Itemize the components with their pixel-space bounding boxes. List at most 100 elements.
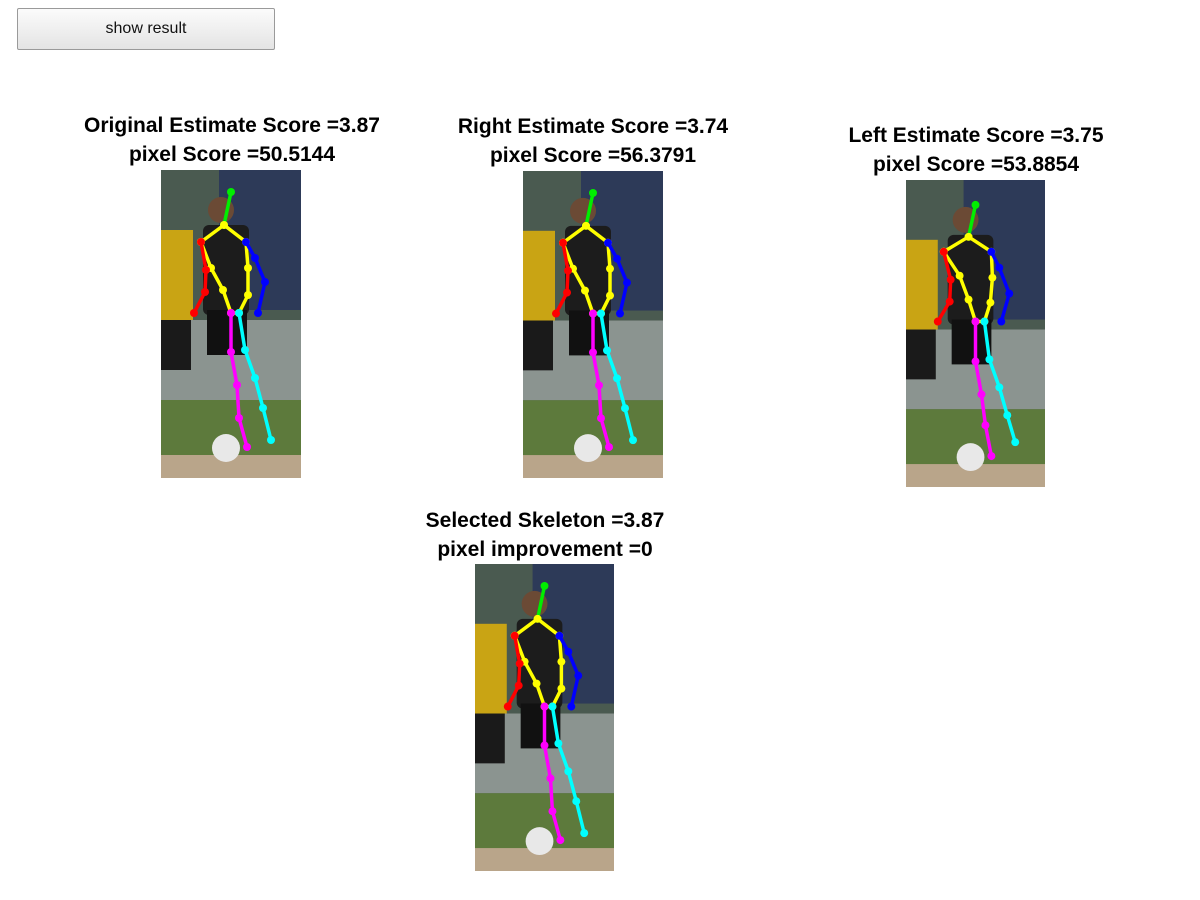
selected-skeleton-title: Selected Skeleton =3.87 [425,509,665,532]
skeleton-rarm [989,250,1011,324]
skeleton-joint [201,288,209,296]
skeleton-joint [971,317,980,326]
player-torso [203,225,249,315]
skeleton-joint [595,381,603,390]
skeleton-joint [555,631,564,640]
skeleton-joint [1011,438,1020,447]
skeleton-joint [515,659,524,668]
skeleton-head [966,203,978,239]
skeleton-larm [192,240,208,315]
skeleton-joint [995,383,1004,392]
skeleton-joint [606,291,614,300]
skeleton-joint [241,346,249,354]
skeleton-joint [581,286,589,295]
skeleton-joint [621,404,629,413]
skeleton-joint [1003,411,1012,420]
skeleton-joint [244,264,252,272]
skeleton-joint [964,295,973,304]
skeleton-joint [557,657,566,666]
skeleton-joint [503,702,512,711]
skeleton-torso [199,223,250,315]
skeleton-larm [554,241,570,316]
skeleton-joint [244,291,252,299]
bystander-shorts [906,329,936,380]
skeleton-joint [589,309,597,318]
panel-original: Original Estimate Score =3.87 pixel Scor… [61,111,403,169]
selected-pixel-improvement: pixel improvement =0 [437,538,653,561]
bystander-shorts [523,320,553,371]
skeleton-joint [955,271,964,280]
skeleton-joint [556,836,565,845]
skeleton-joint [235,414,243,422]
panel-left: Left Estimate Score =3.75 pixel Score =5… [806,121,1146,179]
skeleton-joint [980,317,989,326]
skeleton-joint [564,266,572,275]
skeleton-joint [589,188,597,197]
ground-area [161,455,301,478]
skeleton-joint [945,297,954,306]
skeleton-joint [613,254,621,263]
skeleton-joint [227,309,235,317]
panel-right: Right Estimate Score =3.74 pixel Score =… [423,112,763,170]
left-score-title: Left Estimate Score =3.75 [848,124,1104,147]
skeleton-joint [572,797,581,806]
skeleton-head [535,584,547,621]
skeleton-joint [971,357,980,366]
skeleton-rarm [557,634,580,709]
bystander-shorts [475,713,505,764]
skeleton-joint [219,286,227,294]
skeleton-rarm [606,241,629,316]
right-score-title: Right Estimate Score =3.74 [457,115,729,138]
skeleton-joint [540,741,549,750]
skeleton-torso [561,224,612,316]
skeleton-joint [629,436,637,445]
original-pixel-score: pixel Score =50.5144 [128,143,336,166]
bystander-jersey [906,239,938,330]
ground-area [906,464,1045,487]
skeleton-joint [964,232,973,241]
skeleton-joint [597,309,605,318]
skeleton-joint [227,348,235,356]
bystander-jersey [475,623,507,714]
skeleton-joint [557,684,566,693]
soccer-ball [956,443,985,472]
skeleton-joint [987,452,996,461]
skeleton-joint [971,200,980,209]
skeleton-joint [933,317,942,326]
skeleton-joint [548,702,557,711]
soccer-ball [212,434,240,462]
left-skeleton-image [906,180,1045,487]
skeleton-joint [564,767,573,776]
skeleton-joint [589,348,597,357]
skeleton-joint [548,807,557,816]
skeleton-joint [616,309,624,318]
skeleton-joint [613,374,621,383]
skeleton-joint [939,247,948,256]
selected-skeleton-image [475,564,614,871]
skeleton-joint [559,238,567,247]
original-score-title: Original Estimate Score =3.87 [84,114,380,137]
original-skeleton-image [161,170,301,478]
soccer-ball [525,827,554,856]
skeleton-rarm [244,240,267,315]
skeleton-joint [987,247,996,256]
skeleton-joint [606,264,614,273]
skeleton-head [222,190,233,227]
skeleton-joint [197,238,205,246]
skeleton-joint [540,702,549,711]
skeleton-joint [251,374,259,382]
skeleton-joint [563,288,571,297]
skeleton-joint [946,275,955,284]
skeleton-joint [227,188,235,196]
skeleton-joint [533,614,542,623]
skeleton-joint [261,278,269,286]
skeleton-joint [574,671,583,680]
show-result-button[interactable]: show result [17,8,275,50]
skeleton-head [584,191,595,228]
player-torso [565,225,611,316]
skeleton-torso [941,235,995,324]
skeleton-joint [605,443,613,452]
skeleton-joint [597,414,605,423]
skeleton-torso [512,617,564,709]
left-pixel-score: pixel Score =53.8854 [872,153,1080,176]
